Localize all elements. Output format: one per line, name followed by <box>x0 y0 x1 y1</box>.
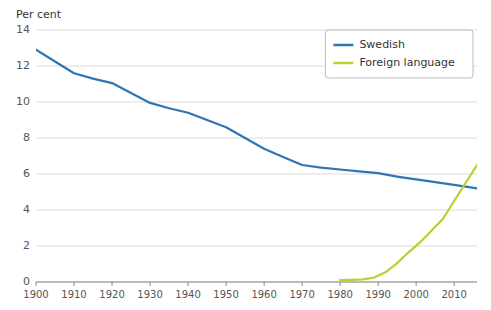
x-tick <box>378 282 379 286</box>
series-line <box>340 165 477 280</box>
x-tick <box>112 282 113 286</box>
x-tick <box>416 282 417 286</box>
y-tick-label: 8 <box>23 131 30 144</box>
grid-line <box>36 210 477 211</box>
legend-swatch <box>333 44 353 47</box>
x-tick-label: 1950 <box>213 289 238 300</box>
y-tick-label: 6 <box>23 167 30 180</box>
x-tick <box>340 282 341 286</box>
x-tick-label: 1970 <box>289 289 314 300</box>
x-tick <box>150 282 151 286</box>
y-tick-label: 2 <box>23 239 30 252</box>
grid-line <box>36 246 477 247</box>
x-tick-label: 1920 <box>99 289 124 300</box>
x-tick <box>302 282 303 286</box>
x-tick <box>454 282 455 286</box>
grid <box>36 30 477 282</box>
x-tick <box>36 282 37 286</box>
lines <box>36 50 477 280</box>
y-tick-label: 0 <box>23 275 30 288</box>
x-axis-line <box>36 282 477 283</box>
x-tick-label: 2010 <box>441 289 466 300</box>
legend-label: Foreign language <box>359 56 455 69</box>
x-tick <box>188 282 189 286</box>
chart-container: 0 2 4 6 8 10 12 14 1900 1910 1920 1930 1940 1950 1960 1… <box>0 0 491 310</box>
y-tick-label: 12 <box>16 59 30 72</box>
x-tick-label: 1930 <box>137 289 162 300</box>
x-tick <box>74 282 75 286</box>
grid-line <box>36 102 477 103</box>
x-tick-label: 1990 <box>365 289 390 300</box>
x-tick-label: 2000 <box>403 289 428 300</box>
grid-line <box>36 282 477 283</box>
x-tick-label: 1940 <box>175 289 200 300</box>
y-tick-label: 10 <box>16 95 30 108</box>
y-axis-label: Per cent <box>16 8 62 21</box>
x-tick <box>226 282 227 286</box>
x-tick <box>264 282 265 286</box>
y-tick-label: 14 <box>16 23 30 36</box>
x-tick-label: 1960 <box>251 289 276 300</box>
legend: Swedish Foreign language <box>325 30 473 78</box>
grid-line <box>36 174 477 175</box>
legend-label: Swedish <box>359 38 405 51</box>
legend-swatch <box>333 62 353 65</box>
chart-svg: 0 2 4 6 8 10 12 14 1900 1910 1920 1930 1940 1950 1960 1… <box>0 0 491 310</box>
x-tick-label: 1900 <box>23 289 48 300</box>
y-tick-label: 4 <box>23 203 30 216</box>
x-tick-label: 1980 <box>327 289 352 300</box>
legend-box <box>325 30 473 78</box>
x-tick-label: 1910 <box>61 289 86 300</box>
grid-line <box>36 138 477 139</box>
